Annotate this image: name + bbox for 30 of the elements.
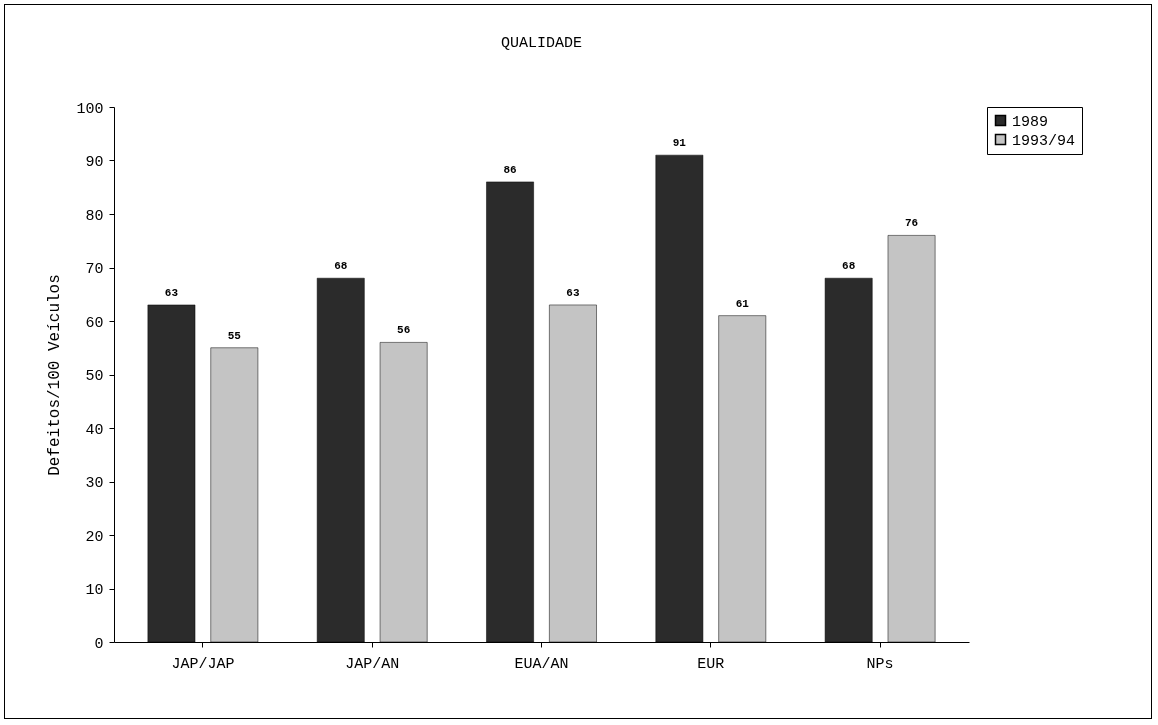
data-label: 63 [566, 286, 580, 299]
data-label: 63 [164, 286, 179, 299]
x-tick-label: EUA/AN [514, 655, 569, 673]
y-tick-label: 50 [85, 368, 104, 385]
x-tick-label: JAP/AN [345, 655, 400, 673]
y-tick-label: 40 [85, 421, 104, 439]
x-tick-label: EUR [697, 655, 725, 673]
y-tick-label: 10 [85, 582, 104, 599]
y-tick-label: 20 [85, 528, 104, 546]
data-label: 76 [904, 217, 919, 230]
x-tick-label: JAP/JAP [171, 655, 235, 673]
data-label: 91 [672, 137, 687, 150]
y-tick-label: 80 [85, 207, 104, 225]
y-tick-label: 30 [85, 475, 104, 492]
legend-label: 1989 [1012, 113, 1049, 131]
data-label: 56 [397, 324, 411, 337]
x-tick-label: NPs [866, 655, 894, 673]
y-tick-label: 100 [76, 100, 104, 118]
y-axis-title: Defeitos/100 Veículos [46, 274, 65, 476]
data-label: 68 [842, 260, 856, 273]
data-label: 86 [503, 163, 517, 176]
legend-label: 1993/94 [1012, 132, 1076, 150]
data-label: 61 [735, 297, 750, 310]
data-label: 68 [334, 260, 348, 273]
chart-title: QUALIDADE [500, 35, 583, 52]
data-label: 55 [227, 329, 242, 342]
y-tick-label: 70 [85, 261, 104, 278]
y-tick-label: 0 [94, 635, 104, 653]
y-tick-label: 60 [85, 314, 104, 332]
y-tick-label: 90 [85, 154, 104, 171]
